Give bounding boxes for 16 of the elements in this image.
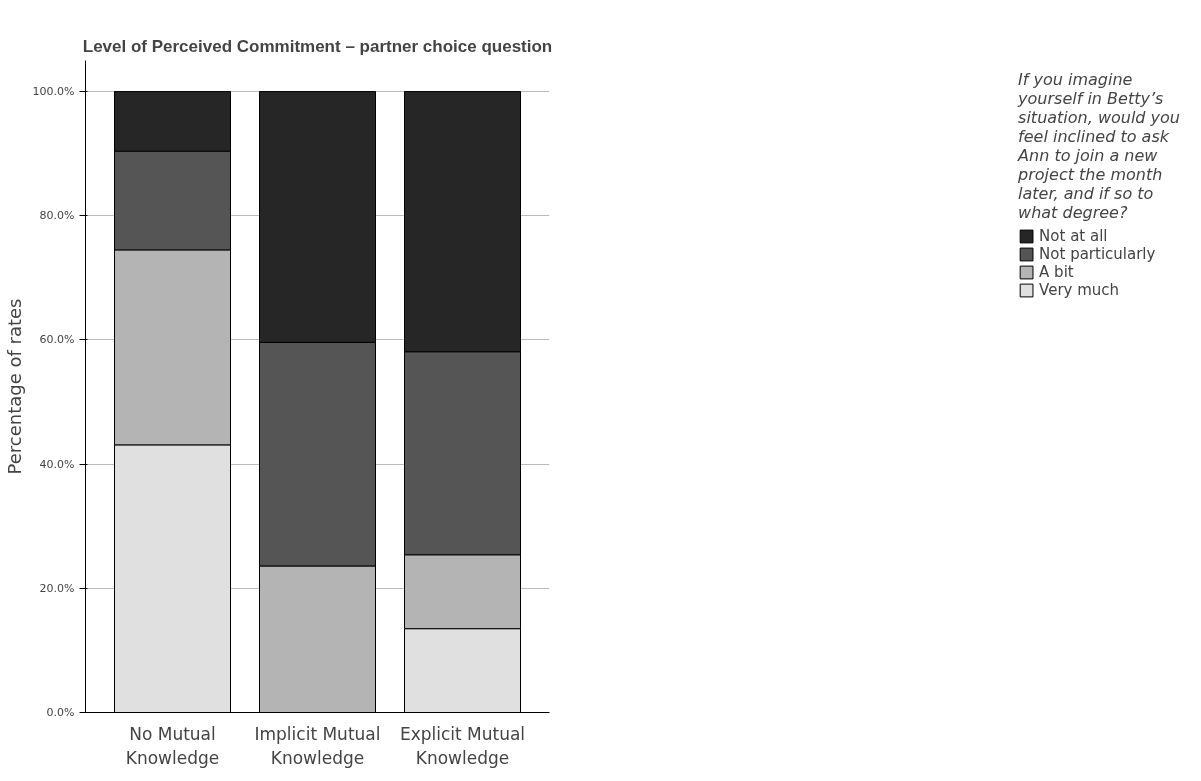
legend-label: Not at all	[1039, 227, 1108, 245]
y-tick-label: 40.0%	[39, 457, 75, 471]
legend-label: Not particularly	[1039, 245, 1156, 263]
y-tick-label: 20.0%	[39, 581, 75, 595]
y-tick-label: 0.0%	[46, 706, 75, 719]
y-tick-label: 60.0%	[39, 333, 75, 347]
legend-label: Very much	[1039, 281, 1120, 299]
legend-label: A bit	[1039, 263, 1074, 281]
y-tick-label: 100.0%	[32, 85, 75, 99]
y-axis-title: Percentage of rates	[3, 298, 25, 475]
y-tick-label: 80.0%	[39, 209, 75, 223]
legend-title: If you imagine yourself in Betty’s situation, would you feel inclined to ask Ann to join a new project the month later, and if so to what degree?	[1018, 70, 1180, 222]
x-tick-label: No Mutual Knowledge	[125, 723, 220, 768]
x-tick-label: Implicit Mutual Knowledge	[254, 723, 381, 768]
x-tick-label: Explicit Mutual Knowledge	[399, 723, 526, 768]
chart-title: Level of Perceived Commitment – partner choice question	[82, 36, 553, 56]
